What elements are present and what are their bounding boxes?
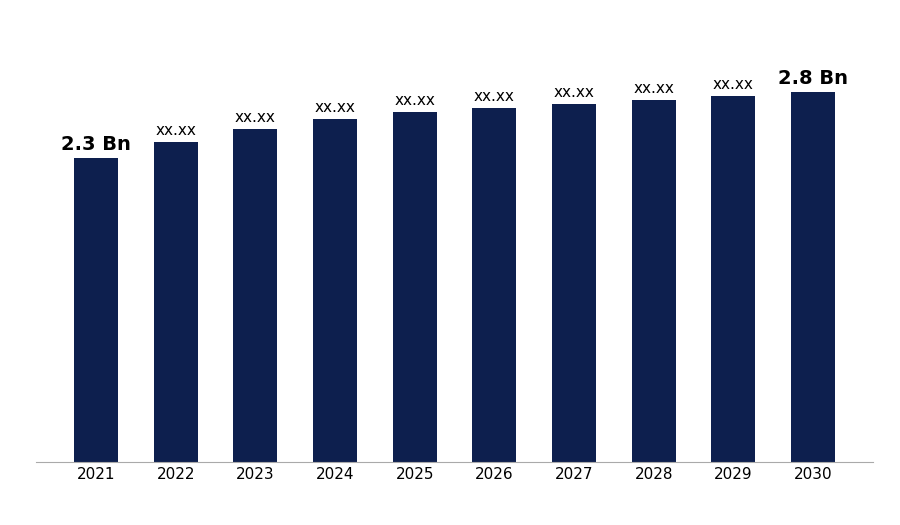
Bar: [632, 100, 676, 462]
Bar: [74, 158, 118, 462]
Text: xx.xx: xx.xx: [314, 100, 356, 114]
Bar: [154, 142, 197, 462]
Text: xx.xx: xx.xx: [634, 81, 674, 96]
Text: xx.xx: xx.xx: [474, 89, 515, 104]
Bar: [313, 119, 357, 462]
Bar: [392, 112, 436, 462]
Text: xx.xx: xx.xx: [554, 85, 595, 100]
Bar: [233, 129, 277, 462]
Text: 2.3 Bn: 2.3 Bn: [61, 135, 130, 154]
Text: xx.xx: xx.xx: [713, 77, 754, 92]
Bar: [712, 96, 755, 462]
Bar: [472, 108, 517, 462]
Text: 2.8 Bn: 2.8 Bn: [778, 69, 848, 88]
Bar: [791, 92, 835, 462]
Text: xx.xx: xx.xx: [394, 93, 435, 108]
Text: xx.xx: xx.xx: [235, 110, 275, 125]
Text: xx.xx: xx.xx: [155, 123, 196, 139]
Bar: [552, 104, 596, 462]
